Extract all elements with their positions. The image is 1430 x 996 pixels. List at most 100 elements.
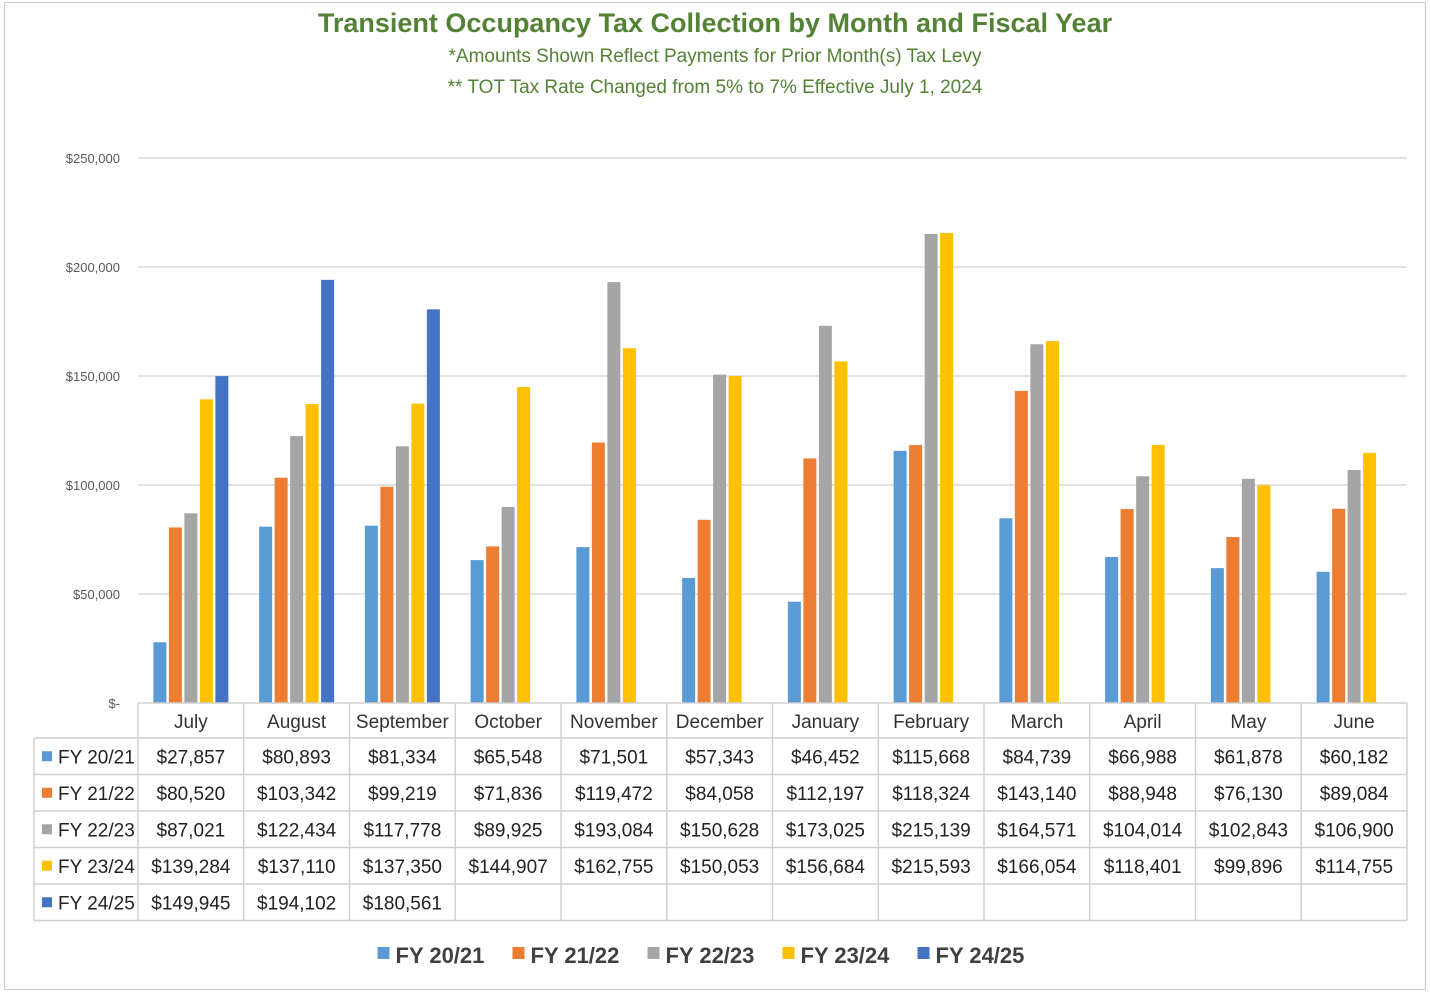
table-cell-value: $60,182 [1320,747,1389,768]
bar [697,519,711,703]
bar [1014,390,1028,703]
table-cell-value: $139,284 [151,857,231,878]
table-cell-value: $164,571 [997,820,1076,841]
bar [728,375,742,703]
y-axis-ticks: $- $50,000 $100,000 $150,000 $200,000 $250,00… [66,151,120,711]
bar [1332,508,1346,703]
bar [259,526,273,703]
bar [470,560,484,703]
bar [1151,444,1165,703]
table-cell-value: $106,900 [1315,820,1394,841]
table-header-month: July [174,712,208,733]
table-cell-value: $99,219 [368,784,437,805]
row-legend-key [42,860,52,871]
bar [1120,509,1134,703]
bar [940,233,954,703]
table-cell-value: $84,058 [685,784,754,805]
gridlines [138,157,1407,595]
legend-swatch [782,947,795,959]
legend-swatch [377,947,390,959]
table-cell-value: $144,907 [469,857,548,878]
bar [501,506,515,703]
table-header-month: November [570,712,658,733]
table-header-month: October [474,712,542,733]
legend-swatch [917,947,930,959]
bar [893,450,907,703]
y-tick-label: $250,000 [66,151,120,166]
bar [426,309,440,703]
table-header-month: May [1230,712,1266,733]
table-header-month: August [267,712,327,733]
bar [321,279,335,703]
bar [395,446,409,703]
y-tick-label: $100,000 [66,478,120,493]
bar [607,282,621,703]
row-legend-key [42,751,52,762]
table-cell-value: $81,334 [368,747,437,768]
bar [622,348,636,703]
bar [1347,469,1361,703]
table-cell-value: $57,343 [685,747,754,768]
table-cell-value: $149,945 [151,893,230,914]
table-header-month: June [1334,712,1375,733]
bar [1316,571,1330,703]
bar [1030,344,1044,703]
table-header-month: April [1124,712,1162,733]
table-cell-value: $112,197 [786,784,864,805]
chart-subtitle-payments: *Amounts Shown Reflect Payments for Prio… [448,46,982,67]
table-cell-value: $173,025 [786,820,865,841]
table-cell-value: $215,593 [892,857,971,878]
bar [1105,556,1119,703]
table-cell-value: $122,434 [257,820,337,841]
table-cell-value: $193,084 [574,820,654,841]
table-cell-value: $114,755 [1315,857,1393,878]
table-row-label: FY 22/23 [58,820,135,841]
table-cell-value: $118,324 [892,784,970,805]
legend-label: FY 21/22 [531,943,620,968]
table-cell-value: $104,014 [1103,820,1183,841]
bar [909,445,923,703]
bar [803,458,817,703]
table-cell-value: $137,350 [363,857,442,878]
bar [184,513,198,703]
table-header-month: September [356,712,450,733]
table-header-month: January [792,712,860,733]
bar [1241,478,1255,703]
table-cell-value: $88,948 [1108,784,1177,805]
table-cell-value: $194,102 [257,893,336,914]
chart-title: Transient Occupancy Tax Collection by Mo… [317,8,1113,38]
table-cell-value: $215,139 [892,820,971,841]
chart-subtitle-rate-change: ** TOT Tax Rate Changed from 5% to 7% Ef… [447,77,983,98]
bar [787,601,801,703]
table-cell-value: $71,501 [580,747,649,768]
table-cell-value: $143,140 [997,784,1076,805]
table-cell-value: $89,084 [1320,784,1389,805]
bar [999,518,1013,703]
legend: FY 20/21 FY 21/22 FY 22/23 FY 23/24 FY 24/25 [377,943,1024,968]
legend-label: FY 22/23 [666,943,755,968]
table-cell-value: $71,836 [474,784,543,805]
table-cell-value: $103,342 [257,784,336,805]
table-cell-value: $46,452 [791,747,860,768]
table-cell-value: $115,668 [892,747,970,768]
table-cell-value: $80,520 [157,784,226,805]
bar [380,486,394,703]
table-cell-value: $119,472 [575,784,653,805]
legend-label: FY 23/24 [801,943,891,968]
table-cell-value: $89,925 [474,820,543,841]
table-cell-value: $137,110 [258,857,336,878]
bar [1210,568,1224,703]
bar [1136,476,1150,703]
legend-swatch [512,947,525,959]
table-row-label: FY 20/21 [58,747,135,768]
table-cell-value: $66,988 [1108,747,1177,768]
row-legend-key [42,824,52,835]
bar [486,546,500,703]
table-row-label: FY 21/22 [58,784,135,805]
y-tick-label: $200,000 [66,260,120,275]
table-cell-value: $76,130 [1214,784,1283,805]
table-cell-value: $150,053 [680,857,759,878]
bar [517,387,531,703]
y-tick-label: $150,000 [66,369,120,384]
